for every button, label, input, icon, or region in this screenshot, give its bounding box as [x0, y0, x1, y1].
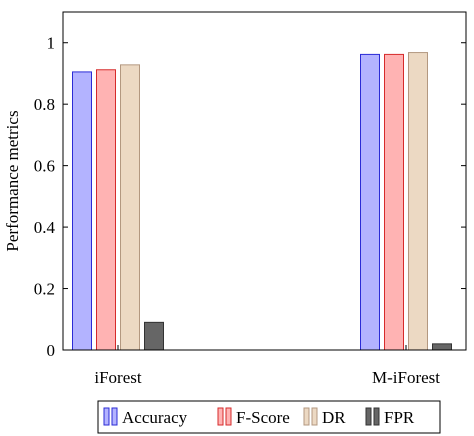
bar-iforest-f-score: [96, 69, 116, 351]
plot-frame: [62, 11, 467, 351]
legend-box: [97, 400, 441, 434]
bar-iforest-dr: [120, 64, 140, 351]
bar-m-iforest-f-score: [384, 53, 404, 351]
legend-label-accuracy: Accuracy: [122, 408, 188, 427]
y-tick-label-3: 0.6: [34, 157, 55, 176]
legend-swatch-f-score-b: [225, 407, 232, 426]
legend-swatch-fpr-b: [373, 407, 380, 426]
legend-label-dr: DR: [322, 408, 346, 427]
bar-m-iforest-dr: [408, 52, 428, 351]
y-tick-label-4: 0.8: [34, 95, 55, 114]
y-tick-label-1: 0.2: [34, 280, 55, 299]
legend-swatch-dr-b: [311, 407, 318, 426]
legend-swatch-f-score-a: [217, 407, 224, 426]
legend-label-f-score: F-Score: [236, 408, 290, 427]
y-axis-ticks: 0 0.2 0.4 0.6 0.8 1: [34, 34, 466, 360]
y-axis-label: Performance metrics: [3, 110, 22, 251]
legend-swatch-accuracy-b: [111, 407, 118, 426]
x-tick-label-0: iForest: [94, 368, 142, 387]
x-axis-ticks: iForest M-iForest: [94, 345, 440, 387]
bar-iforest-accuracy: [72, 71, 92, 351]
bar-m-iforest-fpr: [432, 343, 452, 351]
legend-label-fpr: FPR: [384, 408, 415, 427]
bar-iforest-fpr: [144, 321, 164, 351]
legend: Accuracy F-Score DR FPR: [97, 400, 441, 434]
y-tick-label-5: 1: [47, 34, 56, 53]
legend-swatch-dr-a: [303, 407, 310, 426]
y-tick-label-2: 0.4: [34, 218, 56, 237]
legend-swatch-fpr-a: [365, 407, 372, 426]
legend-swatch-accuracy-a: [103, 407, 110, 426]
y-tick-label-0: 0: [47, 341, 56, 360]
bars-layer: [72, 52, 452, 351]
x-tick-label-1: M-iForest: [372, 368, 440, 387]
bar-m-iforest-accuracy: [360, 53, 380, 351]
